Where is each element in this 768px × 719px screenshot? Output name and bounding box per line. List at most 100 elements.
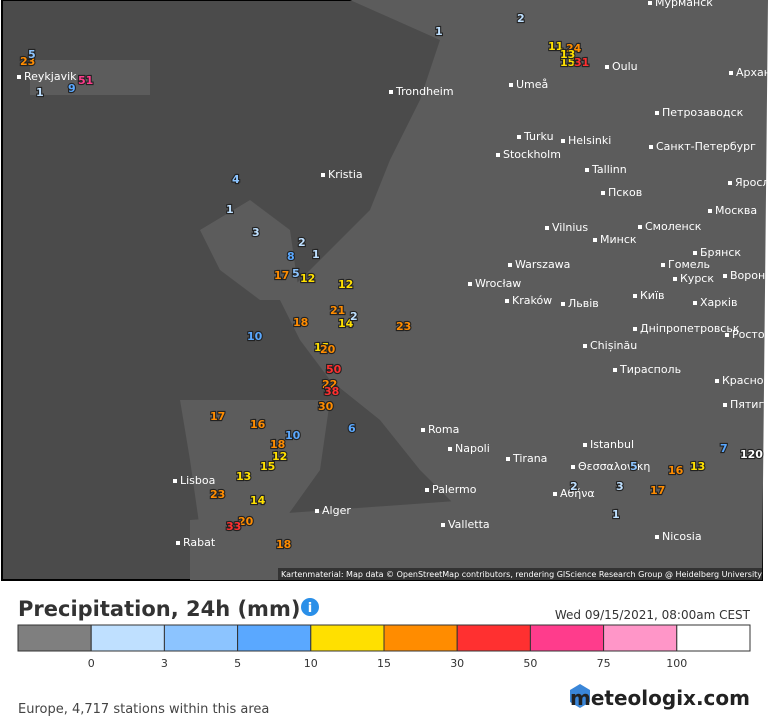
city-label: Псков — [608, 186, 642, 199]
city-label: Брянск — [700, 246, 741, 259]
station-value: 12 — [338, 278, 353, 291]
station-value: 23 — [20, 55, 35, 68]
station-value: 2 — [298, 236, 306, 249]
city-label: Valletta — [448, 518, 490, 531]
city-marker — [655, 111, 659, 115]
station-value: 120 — [740, 448, 763, 461]
city-marker — [508, 263, 512, 267]
city-marker — [655, 535, 659, 539]
attribution-bg — [278, 568, 762, 580]
logo[interactable]: meteologix.com — [570, 686, 750, 710]
legend-swatch — [676, 624, 751, 652]
city-label: Санкт-Петербург — [656, 140, 756, 153]
city-marker — [633, 327, 637, 331]
city-label: Kraków — [512, 294, 552, 307]
city-label: Turku — [523, 130, 554, 143]
legend-label: 0 — [88, 657, 95, 670]
station-value: 5 — [28, 48, 36, 61]
station-value: 33 — [226, 520, 241, 533]
legend-swatch — [90, 624, 165, 652]
city-marker — [321, 173, 325, 177]
info-icon[interactable] — [301, 598, 319, 616]
station-value: 3 — [616, 480, 624, 493]
station-value: 7 — [720, 442, 728, 455]
city-label: Москва — [715, 204, 757, 217]
station-value: 18 — [293, 316, 308, 329]
station-value: 2 — [517, 12, 525, 25]
station-value: 1 — [435, 25, 443, 38]
station-value: 14 — [250, 494, 266, 507]
city-label: Θεσσαλονίκη — [578, 460, 650, 473]
city-label: Umeå — [516, 78, 548, 91]
city-label: Napoli — [455, 442, 490, 455]
city-label: Warszawa — [515, 258, 570, 271]
city-marker — [633, 294, 637, 298]
city-label: Rabat — [183, 536, 216, 549]
summary: Europe, 4,717 stations within this area — [18, 702, 269, 717]
city-marker — [17, 75, 21, 79]
title: Precipitation, 24h (mm) — [18, 597, 300, 621]
city-label: Воронеж — [730, 269, 768, 282]
city-label: Kristia — [328, 168, 363, 181]
info-glyph: i — [308, 601, 312, 616]
city-label: Київ — [640, 289, 665, 302]
city-marker — [601, 191, 605, 195]
station-value: 14 — [338, 317, 354, 330]
station-value: 18 — [270, 438, 285, 451]
legend-swatch — [237, 624, 312, 652]
city-marker — [496, 153, 500, 157]
city-label: Wrocław — [475, 277, 521, 290]
legend-label: 15 — [377, 657, 391, 670]
city-marker — [505, 299, 509, 303]
city-marker — [506, 457, 510, 461]
station-value: 22 — [322, 378, 337, 391]
station-value: 17 — [210, 410, 225, 423]
city-label: Tirana — [512, 452, 547, 465]
station-value: 23 — [396, 320, 411, 333]
city-label: Тирасполь — [619, 363, 681, 376]
legend-swatch — [529, 624, 605, 652]
city-marker — [661, 263, 665, 267]
city-label: Пятигорск — [730, 398, 768, 411]
city-label: Петрозаводск — [662, 106, 744, 119]
station-value: 21 — [330, 304, 345, 317]
station-value: 24 — [566, 42, 582, 55]
station-value: 50 — [326, 363, 342, 376]
city-marker — [605, 65, 609, 69]
legend-swatch — [603, 624, 678, 652]
station-value: 16 — [250, 418, 266, 431]
city-marker — [613, 368, 617, 372]
station-value: 8 — [287, 250, 295, 263]
station-value: 13 — [560, 48, 575, 61]
city-marker — [638, 225, 642, 229]
city-marker — [176, 541, 180, 545]
station-value: 1 — [312, 248, 320, 261]
city-marker — [585, 168, 589, 172]
city-label: Tallinn — [591, 163, 627, 176]
city-marker — [693, 251, 697, 255]
city-label: Гомель — [668, 258, 710, 271]
station-value: 4 — [232, 173, 240, 186]
city-marker — [648, 1, 652, 5]
city-marker — [468, 282, 472, 286]
station-value: 17 — [650, 484, 665, 497]
city-marker — [723, 274, 727, 278]
station-value: 11 — [548, 40, 563, 53]
legend-label: 50 — [523, 657, 537, 670]
city-marker — [448, 447, 452, 451]
city-label: Istanbul — [590, 438, 634, 451]
city-label: Αθήνα — [560, 487, 595, 500]
city-marker — [173, 479, 177, 483]
legend-label: 75 — [597, 657, 611, 670]
legend-label: 3 — [161, 657, 168, 670]
station-value: 13 — [236, 470, 251, 483]
station-value: 18 — [276, 538, 291, 551]
timestamp: Wed 09/15/2021, 08:00am CEST — [555, 608, 751, 622]
city-marker — [571, 465, 575, 469]
city-marker — [593, 238, 597, 242]
station-value: 5 — [292, 267, 300, 280]
station-value: 20 — [238, 515, 254, 528]
city-marker — [583, 344, 587, 348]
city-label: Lisboa — [180, 474, 215, 487]
city-marker — [561, 139, 565, 143]
